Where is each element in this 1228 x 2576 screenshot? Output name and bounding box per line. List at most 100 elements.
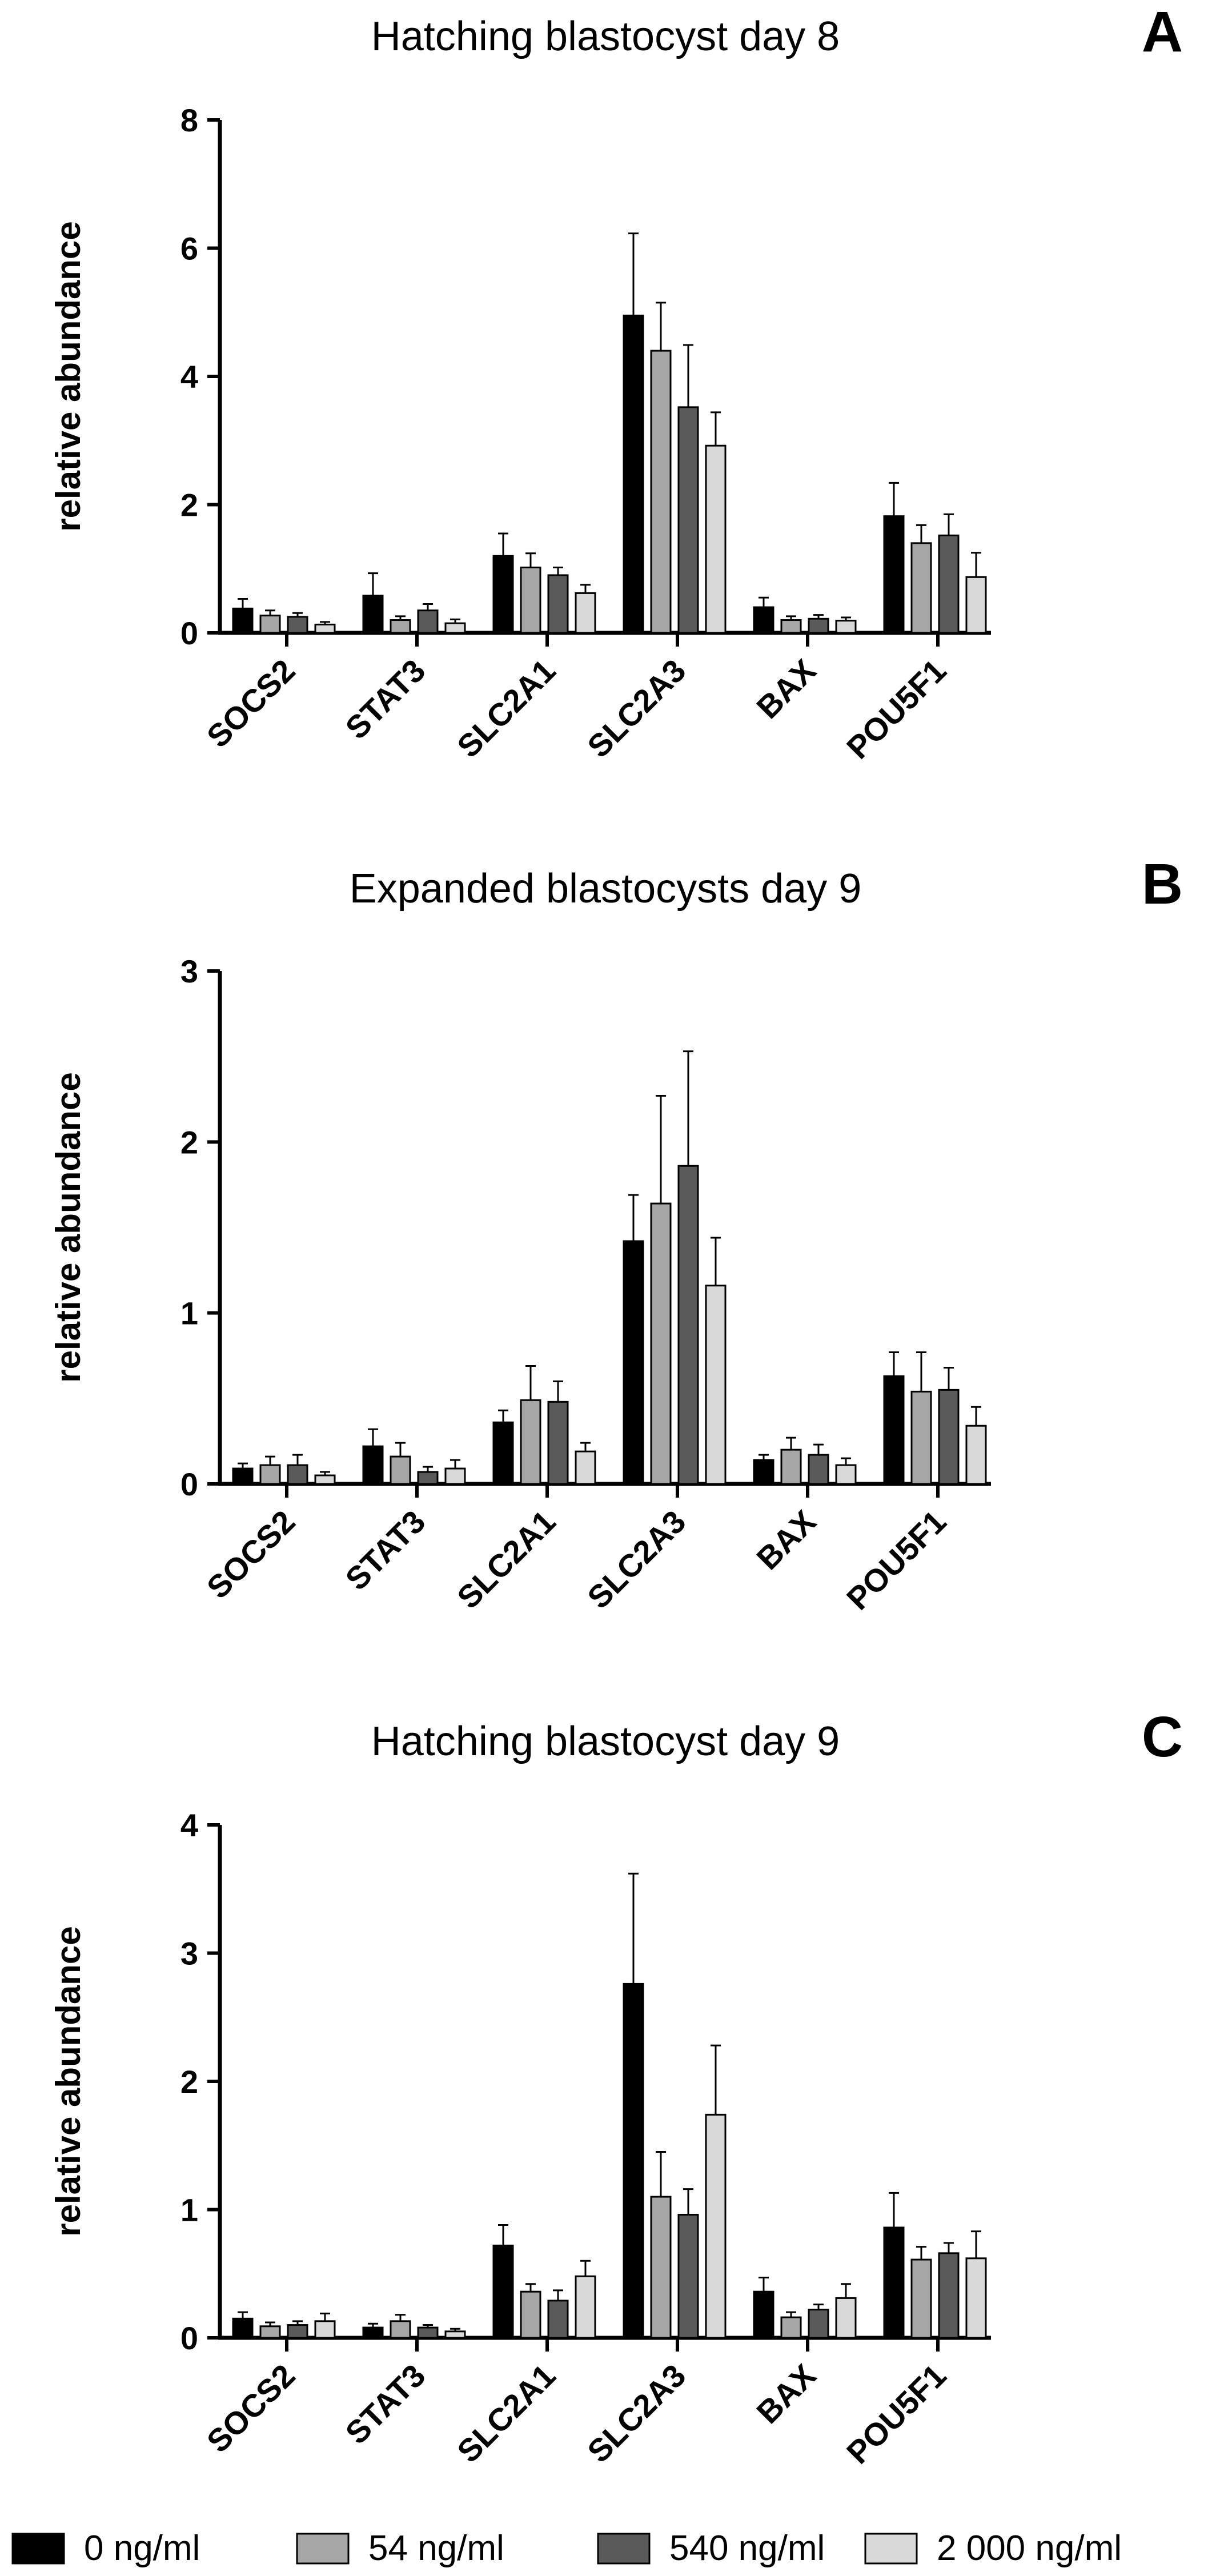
bar: [965, 1425, 987, 1485]
bar: [444, 622, 466, 634]
panel-letter: A: [1142, 0, 1183, 64]
y-axis-label: relative abundance: [49, 1926, 87, 2237]
y-axis-label: relative abundance: [49, 221, 87, 532]
y-tick-label: 6: [180, 231, 198, 267]
bar: [575, 592, 596, 634]
bar: [232, 2317, 254, 2339]
bar: [444, 1467, 466, 1485]
bar: [314, 2320, 336, 2339]
bar: [623, 1240, 644, 1485]
bar: [705, 1285, 727, 1485]
bar: [287, 616, 308, 634]
bar: [232, 1467, 254, 1485]
bar: [444, 2330, 466, 2339]
bar: [287, 1464, 308, 1485]
bar: [650, 1202, 672, 1485]
x-tick-label: STAT3: [338, 652, 432, 746]
bar: [520, 1399, 541, 1485]
bar: [287, 2324, 308, 2339]
bar: [547, 574, 569, 634]
x-tick-label: SOCS2: [200, 1503, 302, 1606]
bar: [910, 542, 932, 634]
bar: [780, 1449, 802, 1485]
bar: [938, 1389, 960, 1485]
bar: [314, 623, 336, 634]
bar: [390, 619, 411, 634]
bar: [417, 2326, 439, 2339]
bar: [259, 1464, 281, 1485]
y-tick-label: 3: [180, 1936, 198, 1972]
legend-swatch: [11, 2533, 65, 2565]
legend: 0 ng/ml 54 ng/ml 540 ng/ml 2 000 ng/ml: [11, 2529, 1122, 2568]
bar: [883, 2226, 905, 2339]
chart-title: Expanded blastocysts day 9: [350, 866, 862, 912]
bar: [883, 515, 905, 634]
x-tick-label: BAX: [749, 1503, 822, 1576]
bar: [705, 444, 727, 634]
x-tick-label: BAX: [749, 652, 822, 725]
bar: [520, 567, 541, 634]
bar: [492, 1421, 514, 1485]
x-tick-label: SOCS2: [200, 652, 302, 755]
legend-swatch: [296, 2533, 350, 2565]
bar: [417, 609, 439, 634]
bar: [753, 1459, 774, 1485]
legend-label: 54 ng/ml: [368, 2529, 504, 2568]
x-tick-label: SLC2A1: [450, 1503, 562, 1615]
legend-label: 0 ng/ml: [84, 2529, 200, 2568]
bar: [753, 2290, 774, 2339]
x-tick-label: BAX: [749, 2357, 822, 2430]
y-tick-label: 2: [180, 2064, 198, 2100]
y-axis-label: relative abundance: [49, 1072, 87, 1383]
bar: [362, 595, 384, 634]
y-tick-label: 2: [180, 1124, 198, 1160]
bar: [547, 1401, 569, 1485]
y-tick-label: 1: [180, 2192, 198, 2228]
bar: [623, 1983, 644, 2339]
y-tick-label: 3: [180, 953, 198, 989]
x-tick-label: SLC2A3: [580, 652, 692, 764]
bar: [650, 2196, 672, 2339]
bar: [910, 2258, 932, 2339]
x-tick-label: SLC2A1: [450, 2357, 562, 2469]
bar: [520, 2290, 541, 2339]
bar: [808, 2309, 829, 2339]
bar: [808, 617, 829, 634]
panel-letter: B: [1142, 852, 1183, 916]
bar: [232, 607, 254, 634]
bar: [362, 2326, 384, 2339]
bar: [259, 2325, 281, 2339]
bar: [835, 1464, 857, 1485]
x-tick-label: SOCS2: [200, 2357, 302, 2459]
x-tick-label: POU5F1: [840, 2357, 953, 2471]
panel-letter: C: [1142, 1705, 1183, 1769]
chart-title: Hatching blastocyst day 9: [371, 1719, 840, 1764]
y-tick-label: 4: [180, 359, 198, 395]
bar: [417, 1471, 439, 1485]
bar: [965, 2257, 987, 2339]
x-tick-label: SLC2A3: [580, 2357, 692, 2469]
bar: [492, 2244, 514, 2339]
y-tick-label: 1: [180, 1295, 198, 1331]
bar: [835, 620, 857, 634]
bar: [883, 1375, 905, 1485]
x-tick-label: SLC2A1: [450, 652, 562, 764]
bar: [705, 2113, 727, 2339]
legend-label: 540 ng/ml: [669, 2529, 825, 2568]
bar: [314, 1474, 336, 1485]
bar: [390, 2320, 411, 2339]
bar: [780, 619, 802, 634]
y-tick-label: 8: [180, 102, 198, 138]
y-tick-label: 0: [180, 2320, 198, 2356]
bar: [575, 2275, 596, 2339]
y-tick-label: 2: [180, 487, 198, 523]
legend-swatch: [597, 2533, 651, 2565]
y-tick-label: 0: [180, 1466, 198, 1502]
bar: [547, 2300, 569, 2339]
bar: [390, 1455, 411, 1485]
